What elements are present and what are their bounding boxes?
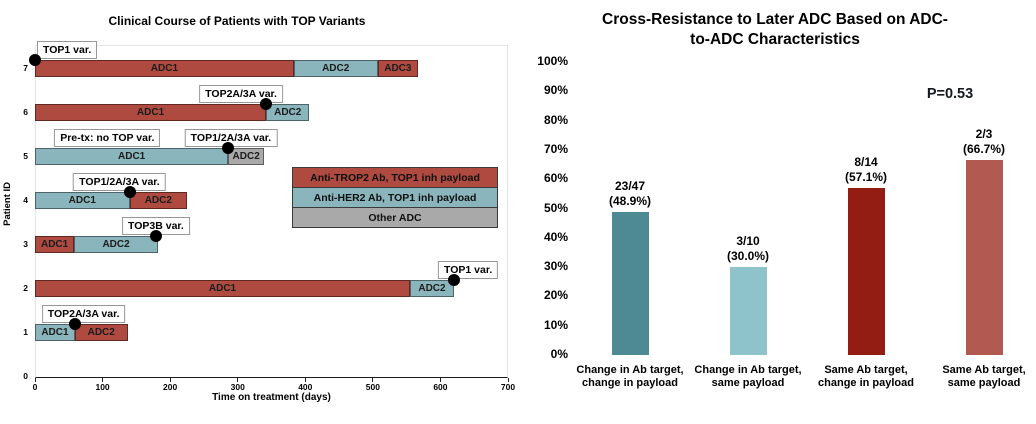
y-axis-tick-label: 20% (543, 288, 568, 303)
swimmer-chart-title: Clinical Course of Patients with TOP Var… (108, 14, 366, 28)
bar-count-label: 3/10 (736, 234, 760, 249)
swimmer-chart: Clinical Course of Patients with TOP Var… (2, 14, 516, 403)
variant-dot (260, 97, 273, 110)
y-axis-tick-label: 80% (543, 112, 568, 127)
y-axis-tick-label: 60% (543, 171, 568, 186)
treatment-bar-segment: ADC2 (129, 191, 188, 209)
y-axis-tick-label: 10% (543, 317, 568, 332)
treatment-bar-segment: ADC2 (74, 323, 128, 341)
bar-category-label: Same Ab target, same payload (942, 364, 1026, 390)
x-axis-label: Time on treatment (days) (212, 392, 331, 403)
treatment-bar-segment: ADC2 (266, 103, 310, 121)
variant-annotation: TOP2A/3A var. (199, 84, 283, 103)
x-axis-tick-label: 0 (32, 382, 38, 392)
bar-chart: Cross-Resistance to Later ADC Based on A… (520, 0, 1036, 424)
swimmer-plot-area (35, 45, 508, 378)
bar-value-label: 23/47 (48.9%) (570, 179, 690, 209)
bar (729, 267, 767, 355)
x-axis-tick-label: 100 (95, 382, 110, 392)
variant-dot (29, 53, 41, 66)
y-axis-tick-label: 0% (550, 347, 568, 361)
bar-chart-title-line1: Cross-Resistance to Later ADC Based on A… (602, 11, 948, 28)
treatment-bar-segment: ADC2 (228, 147, 265, 165)
treatment-bar-segment: ADC1 (35, 191, 130, 209)
x-axis-tick-label: 400 (298, 382, 313, 392)
bar-count-label: 23/47 (614, 178, 646, 193)
p-value-label: P=0.53 (926, 86, 974, 102)
x-axis-tick (372, 378, 374, 382)
bar-value-label: 8/14 (57.1%) (806, 155, 926, 185)
treatment-bar-segment: ADC1 (35, 103, 267, 121)
y-axis-tick-label: 30% (543, 259, 568, 274)
bar-value-label: 2/3 (66.7%) (924, 127, 1036, 157)
bar-count-label: 8/14 (854, 154, 878, 169)
x-axis-tick-label: 700 (500, 382, 516, 392)
bar-percent-label: (66.7%) (962, 141, 1006, 156)
x-axis-tick (439, 378, 441, 382)
treatment-bar-segment: ADC2 (293, 59, 378, 77)
bar (611, 211, 649, 355)
y-axis-tick-label: 3 (23, 239, 28, 249)
x-axis-tick (237, 378, 239, 382)
bar-percent-label: (57.1%) (844, 169, 888, 184)
bar-category-label: Change in Ab target, change in payload (576, 364, 684, 390)
treatment-bar-segment: ADC1 (35, 279, 411, 297)
y-axis-tick-label: 4 (23, 195, 28, 205)
variant-dot (149, 229, 162, 242)
bar-percent-label: (48.9%) (608, 193, 652, 208)
x-axis-tick-label: 300 (230, 382, 245, 392)
legend-item: Anti-TROP2 Ab, TOP1 inh payload (292, 167, 498, 188)
x-axis-tick (304, 378, 306, 382)
bar-category-label: Change in Ab target, same payload (694, 364, 802, 390)
legend-item: Other ADC (292, 207, 498, 228)
legend-item: Anti-HER2 Ab, TOP1 inh payload (292, 187, 498, 208)
y-axis-tick-label: 7 (23, 63, 28, 73)
bar-chart-title-line2: to-ADC Characteristics (690, 31, 860, 49)
variant-annotation: TOP2A/3A var. (41, 304, 126, 323)
y-axis-tick-label: 1 (23, 327, 28, 337)
bar-count-label: 2/3 (975, 126, 993, 141)
treatment-bar-segment: ADC2 (74, 235, 158, 253)
treatment-bar-segment: ADC1 (35, 235, 75, 253)
treatment-bar-segment: ADC3 (377, 59, 419, 77)
treatment-bar-segment: ADC2 (410, 279, 454, 297)
x-axis-tick (169, 378, 171, 382)
y-axis-tick-label: 6 (23, 107, 28, 117)
variant-annotation: TOP1 var. (37, 40, 98, 59)
variant-dot (68, 317, 81, 330)
variant-annotation: TOP1/2A/3A var. (184, 128, 278, 147)
x-axis-tick (34, 378, 36, 382)
x-axis-tick-label: 200 (163, 382, 178, 392)
x-axis-tick-label: 500 (365, 382, 380, 392)
bar-value-label: 3/10 (30.0%) (688, 234, 808, 264)
y-axis-tick-label: 90% (543, 83, 568, 98)
variant-annotation: TOP1 var. (437, 260, 499, 279)
y-axis-tick-label: 0 (23, 371, 28, 381)
bar-percent-label: (30.0%) (726, 249, 770, 264)
x-axis-tick (102, 378, 104, 382)
variant-annotation: Pre-tx: no TOP var. (54, 128, 161, 147)
bar (965, 159, 1003, 355)
variant-dot (222, 141, 235, 154)
bar-chart-title: Cross-Resistance to Later ADC Based on A… (540, 10, 1010, 51)
treatment-bar-segment: ADC1 (35, 323, 75, 341)
y-axis-tick-label: 100% (537, 54, 568, 68)
swimmer-legend: Anti-TROP2 Ab, TOP1 inh payload Anti-HER2… (292, 167, 498, 228)
y-axis-tick-label: 50% (543, 200, 568, 215)
y-axis-tick-label: 40% (543, 229, 568, 244)
variant-dot (447, 273, 460, 286)
x-axis-tick (507, 378, 509, 382)
y-axis-tick-label: 2 (23, 283, 28, 293)
bar (847, 187, 885, 355)
y-axis-tick-label: 5 (23, 151, 28, 161)
treatment-bar-segment: ADC1 (35, 147, 229, 165)
variant-dot (123, 185, 136, 198)
variant-annotation: TOP1/2A/3A var. (73, 172, 166, 191)
bar-category-label: Same Ab target, change in payload (818, 364, 914, 390)
y-axis-tick-label: 70% (543, 141, 568, 156)
treatment-bar-segment: ADC1 (35, 59, 294, 77)
x-axis-tick-label: 600 (433, 382, 448, 392)
